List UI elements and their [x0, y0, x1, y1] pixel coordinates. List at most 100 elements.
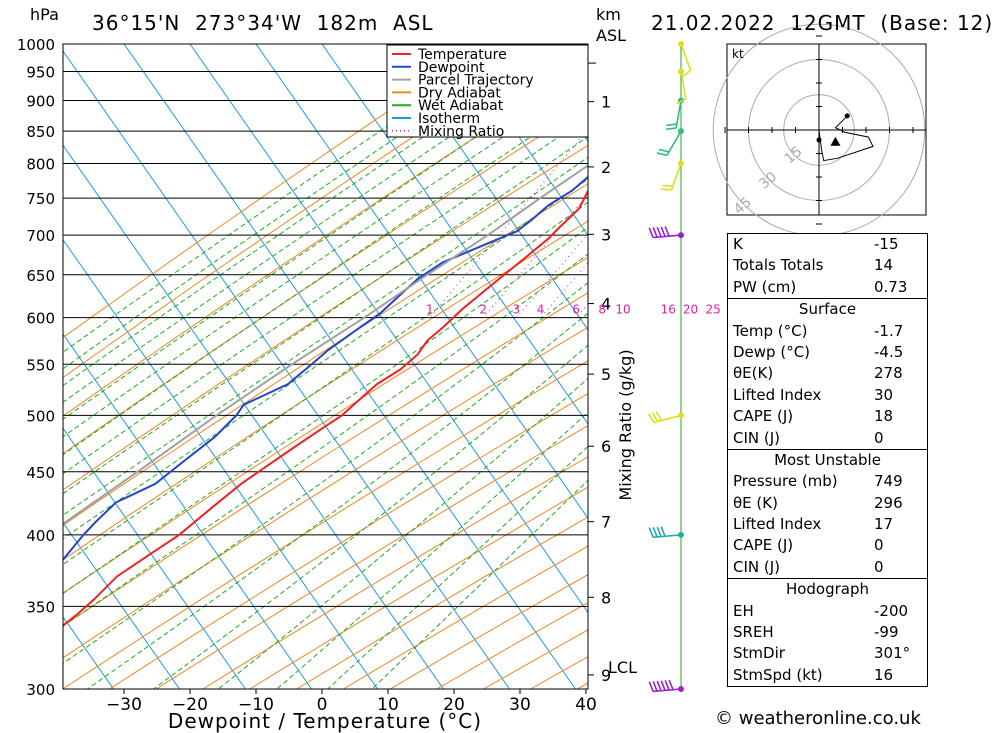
wind-barb-feather: [662, 184, 673, 187]
pressure-tick-label: 650: [26, 267, 55, 285]
km-tick-label: 7: [601, 513, 611, 532]
mixing-ratio-label: 4: [537, 303, 545, 317]
wind-barb: [653, 234, 682, 239]
location-title: 36°15'N 273°34'W 182m ASL: [92, 11, 434, 35]
temperature-tick-label: 20: [443, 695, 465, 715]
wet-adiabat-line: [63, 282, 588, 664]
stat-row: CAPE (J) 0: [728, 535, 927, 556]
stat-label: θE (K): [733, 493, 778, 512]
stat-row: θE (K) 296: [728, 493, 927, 514]
stat-label: EH: [733, 601, 754, 620]
wind-barb-feather: [658, 148, 670, 153]
legend-label: Dewpoint: [418, 60, 485, 76]
stat-value: 0: [874, 428, 884, 447]
temperature-tick-label: −10: [238, 695, 274, 715]
wind-barb-feather: [660, 188, 672, 191]
stat-label: Lifted Index: [733, 515, 822, 534]
wind-barb-feather: [648, 527, 654, 538]
mixing-ratio-label: 1: [426, 303, 434, 317]
wind-barb-feather: [648, 227, 654, 238]
hodograph-end-dot: [844, 113, 850, 119]
copyright-link[interactable]: © weatheronline.co.uk: [715, 708, 921, 729]
pressure-tick-label: 800: [26, 156, 55, 174]
pressure-tick-label: 700: [26, 227, 55, 245]
stat-value: 14: [874, 256, 894, 275]
km-tick-label: 5: [601, 365, 611, 384]
wind-barb-feather: [656, 526, 662, 537]
stat-row: CAPE (J) 18: [728, 406, 927, 427]
wet-adiabat-line: [63, 178, 588, 540]
temperature-tick-label: 30: [509, 695, 531, 715]
hpa-unit-label: hPa: [30, 5, 59, 24]
km-tick-label: 9: [601, 666, 611, 685]
mixing-ratio-label: 20: [683, 303, 698, 317]
isotherm-line: [387, 44, 588, 331]
stat-value: 0.73: [874, 277, 908, 296]
legend-label: Parcel Trajectory: [418, 73, 534, 89]
pressure-tick-label: 900: [26, 92, 55, 110]
most-unstable-title: Most Unstable: [774, 450, 881, 469]
km-tick-label: 3: [601, 225, 611, 244]
dry-adiabat-line: [109, 392, 588, 689]
stat-value: -200: [874, 601, 909, 620]
wind-barb-feather: [665, 127, 677, 131]
wind-level-dot: [678, 128, 684, 135]
stat-value: -4.5: [874, 342, 904, 361]
wind-barb-feather: [652, 526, 658, 538]
wind-barb-feather: [676, 98, 687, 105]
stat-row: Pressure (mb) 749: [728, 471, 927, 492]
isotherm-line: [63, 521, 180, 689]
isotherm-line: [189, 44, 588, 614]
hodograph-start-dot: [816, 137, 822, 143]
temperature-tick-label: 40: [575, 695, 597, 715]
stat-value: 0: [874, 536, 884, 555]
stat-label: Totals Totals: [733, 256, 824, 275]
wind-barb-feather: [656, 226, 662, 238]
stat-value: 301°: [874, 644, 911, 663]
stat-row: Dewp (°C) -4.5: [728, 342, 927, 363]
pressure-tick-label: 950: [26, 63, 55, 81]
dry-adiabat-line: [63, 44, 555, 379]
wet-adiabat-line: [63, 226, 588, 594]
stat-row: EH -200: [728, 601, 927, 622]
datetime-title: 21.02.2022 12GMT (Base: 12): [651, 11, 993, 35]
wet-adiabat-line: [371, 479, 588, 689]
wind-level-dot: [678, 232, 684, 239]
lcl-label: LCL: [608, 658, 637, 677]
km-unit-label: km: [596, 5, 621, 24]
mixing-ratio-label: 10: [615, 303, 630, 317]
wind-barb-feather: [651, 412, 659, 422]
legend-label: Temperature: [417, 47, 507, 63]
dry-adiabat-line: [249, 486, 588, 689]
surface-title: Surface: [798, 300, 857, 319]
wet-adiabat-line: [63, 44, 563, 387]
stat-value: -15: [874, 235, 899, 253]
stat-row: CIN (J) 0: [728, 557, 927, 578]
stat-row: Totals Totals 14: [728, 255, 927, 276]
temperature-tick-label: 10: [377, 695, 399, 715]
stat-label: θE(K): [733, 364, 774, 383]
storm-motion-triangle: [830, 136, 841, 146]
pressure-tick-label: 500: [26, 407, 55, 425]
stat-value: 16: [874, 665, 894, 684]
pressure-tick-label: 400: [26, 527, 55, 545]
km-tick-label: 1: [601, 93, 611, 112]
hodograph-title: Hodograph: [785, 580, 870, 599]
hodograph-units-label: kt: [732, 47, 744, 61]
pressure-tick-label: 750: [26, 190, 55, 208]
wind-level-dot: [678, 531, 684, 538]
stat-label: StmDir: [733, 644, 785, 663]
pressure-tick-label: 300: [26, 681, 55, 699]
pressure-tick-label: 850: [26, 123, 55, 141]
wind-barb: [680, 43, 692, 71]
temperature-tick-label: −30: [106, 695, 142, 715]
wind-level-dot: [678, 68, 684, 75]
stat-value: 0: [874, 557, 884, 576]
wind-barb-feather: [648, 681, 654, 692]
wind-barb: [653, 414, 682, 424]
wind-level-dot: [678, 412, 684, 419]
stat-row: Temp (°C) -1.7: [728, 321, 927, 342]
wet-adiabat-line: [63, 79, 588, 438]
wet-adiabat-line: [63, 253, 588, 627]
